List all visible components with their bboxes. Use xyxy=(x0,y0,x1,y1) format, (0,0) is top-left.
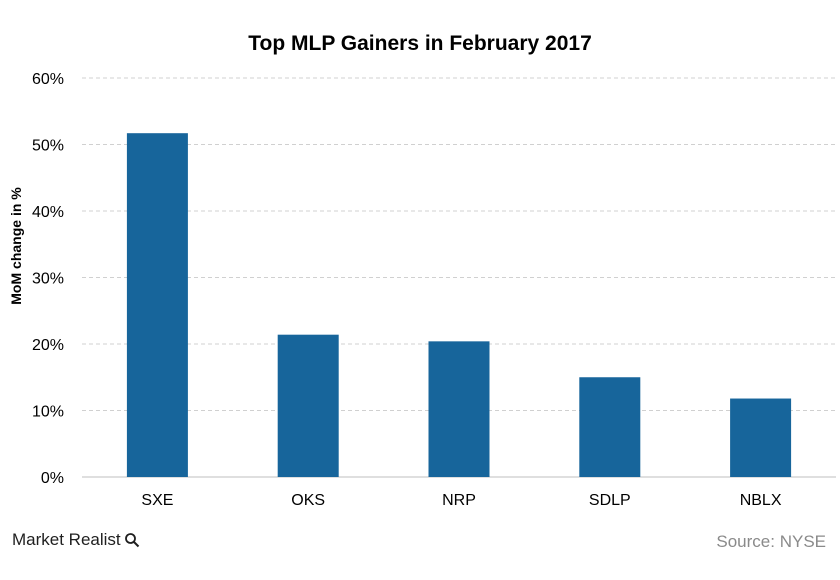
y-tick-label: 0% xyxy=(41,470,64,487)
x-tick-label: NRP xyxy=(442,492,476,509)
bar-nrp xyxy=(428,341,490,477)
market-realist-logo: Market Realist xyxy=(12,530,140,550)
bar-nblx xyxy=(730,398,792,477)
y-tick-label: 50% xyxy=(32,138,64,155)
x-tick-label: SDLP xyxy=(589,492,631,509)
source-note: Source: NYSE xyxy=(716,532,826,551)
y-tick-label: 40% xyxy=(32,204,64,221)
x-tick-label: OKS xyxy=(291,492,325,509)
y-tick-label: 10% xyxy=(32,404,64,421)
y-tick-label: 20% xyxy=(32,337,64,354)
y-tick-label: 60% xyxy=(32,71,64,88)
logo-text: Market Realist xyxy=(12,530,121,549)
bar-oks xyxy=(277,334,339,477)
bar-sdlp xyxy=(579,377,641,477)
x-tick-label: SXE xyxy=(141,492,173,509)
x-tick-label: NBLX xyxy=(740,492,782,509)
bar-sxe xyxy=(126,133,188,477)
magnifier-icon xyxy=(124,533,139,548)
y-tick-label: 30% xyxy=(32,271,64,288)
chart-title: Top MLP Gainers in February 2017 xyxy=(248,32,592,55)
